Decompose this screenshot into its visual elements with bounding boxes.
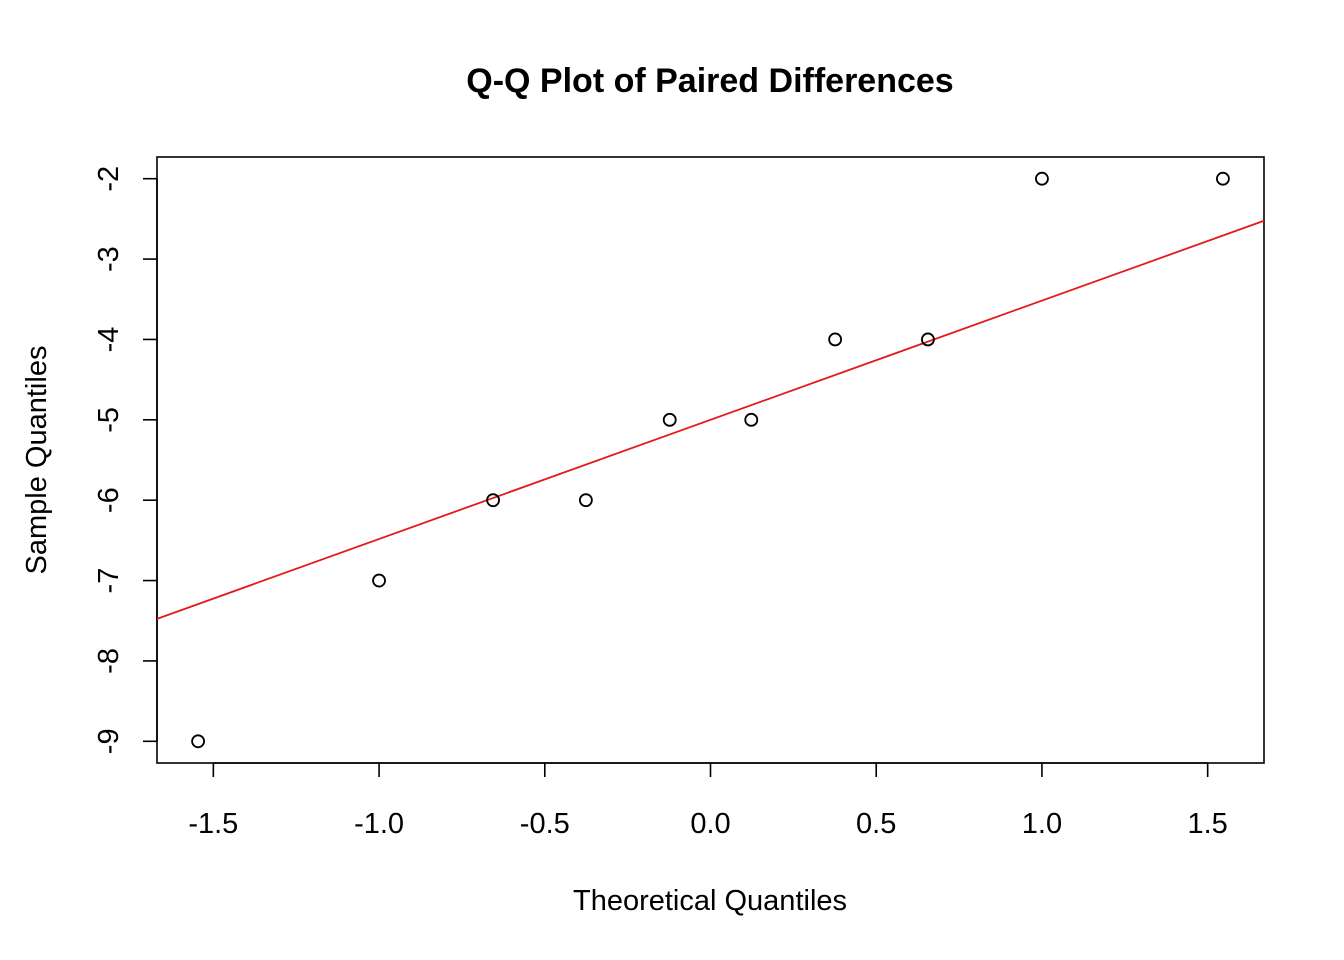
x-axis-label: Theoretical Quantiles	[573, 885, 847, 917]
points-group	[191, 171, 1230, 749]
y-tick-label: -5	[93, 407, 125, 433]
data-point	[1035, 171, 1049, 186]
data-point	[372, 573, 386, 588]
qq-reference-line	[156, 219, 1265, 620]
data-point	[1216, 171, 1230, 186]
data-point	[828, 332, 843, 347]
y-axis-label: Sample Quantiles	[21, 346, 53, 575]
plot-frame	[156, 156, 1265, 764]
data-point	[486, 493, 500, 508]
data-point	[578, 493, 593, 508]
chart-title: Q-Q Plot of Paired Differences	[466, 62, 953, 100]
x-tick-label: 0.0	[690, 808, 730, 840]
x-tick-label: -1.0	[354, 808, 404, 840]
y-tick-label: -3	[93, 246, 125, 272]
y-tick-label: -7	[93, 568, 125, 594]
y-tick-label: -6	[93, 487, 125, 513]
x-tick-label: 0.5	[856, 808, 896, 840]
reference-line-group	[156, 219, 1265, 620]
data-point	[744, 412, 759, 427]
x-tick-label: 1.5	[1187, 808, 1227, 840]
y-tick-label: -2	[93, 166, 125, 192]
data-point	[191, 734, 205, 749]
x-tick-label: -1.5	[188, 808, 238, 840]
x-tick-label: 1.0	[1022, 808, 1062, 840]
y-tick-label: -9	[93, 728, 125, 754]
y-tick-label: -4	[93, 327, 125, 353]
x-tick-label: -0.5	[520, 808, 570, 840]
data-point	[921, 332, 935, 347]
x-axis: -1.5 -1.0 -0.5 0.0 0.5 1.0 1.5	[188, 762, 1228, 840]
data-point	[662, 412, 677, 427]
y-tick-label: -8	[93, 648, 125, 674]
y-axis: -9 -8 -7 -6 -5 -4 -3 -2	[93, 166, 158, 754]
